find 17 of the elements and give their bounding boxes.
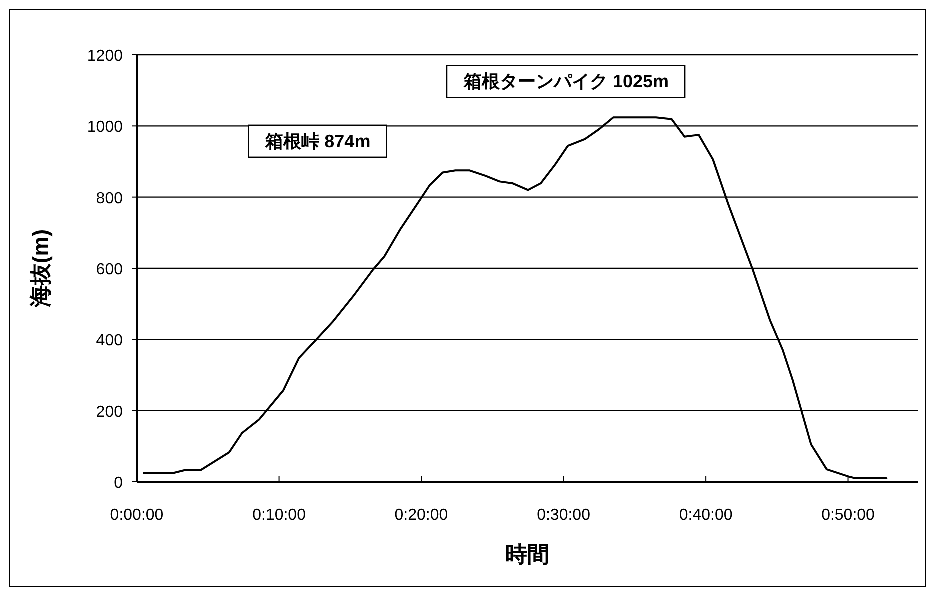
x-tick-label: 0:10:00 bbox=[252, 507, 306, 524]
annotation: 箱根ターンパイク 1025m bbox=[463, 72, 670, 92]
x-tick-label: 0:20:00 bbox=[394, 507, 448, 524]
y-axis-title: 海抜(m) bbox=[28, 229, 53, 309]
x-tick-label: 0:00:00 bbox=[110, 507, 164, 524]
annotation: 箱根峠 874m bbox=[264, 131, 371, 152]
y-tick-label: 0 bbox=[114, 475, 124, 492]
x-tick-label: 0:30:00 bbox=[537, 507, 591, 524]
y-tick-label: 400 bbox=[96, 332, 124, 350]
x-tick-label: 0:50:00 bbox=[822, 507, 876, 524]
x-tick-label: 0:40:00 bbox=[679, 507, 733, 524]
y-tick-label: 800 bbox=[96, 190, 124, 208]
y-tick-label: 600 bbox=[96, 262, 124, 278]
y-tick-label: 1200 bbox=[87, 48, 124, 65]
y-tick-label: 200 bbox=[96, 404, 124, 421]
x-axis-title: 時間 bbox=[506, 542, 550, 567]
y-tick-label: 1000 bbox=[87, 119, 124, 136]
